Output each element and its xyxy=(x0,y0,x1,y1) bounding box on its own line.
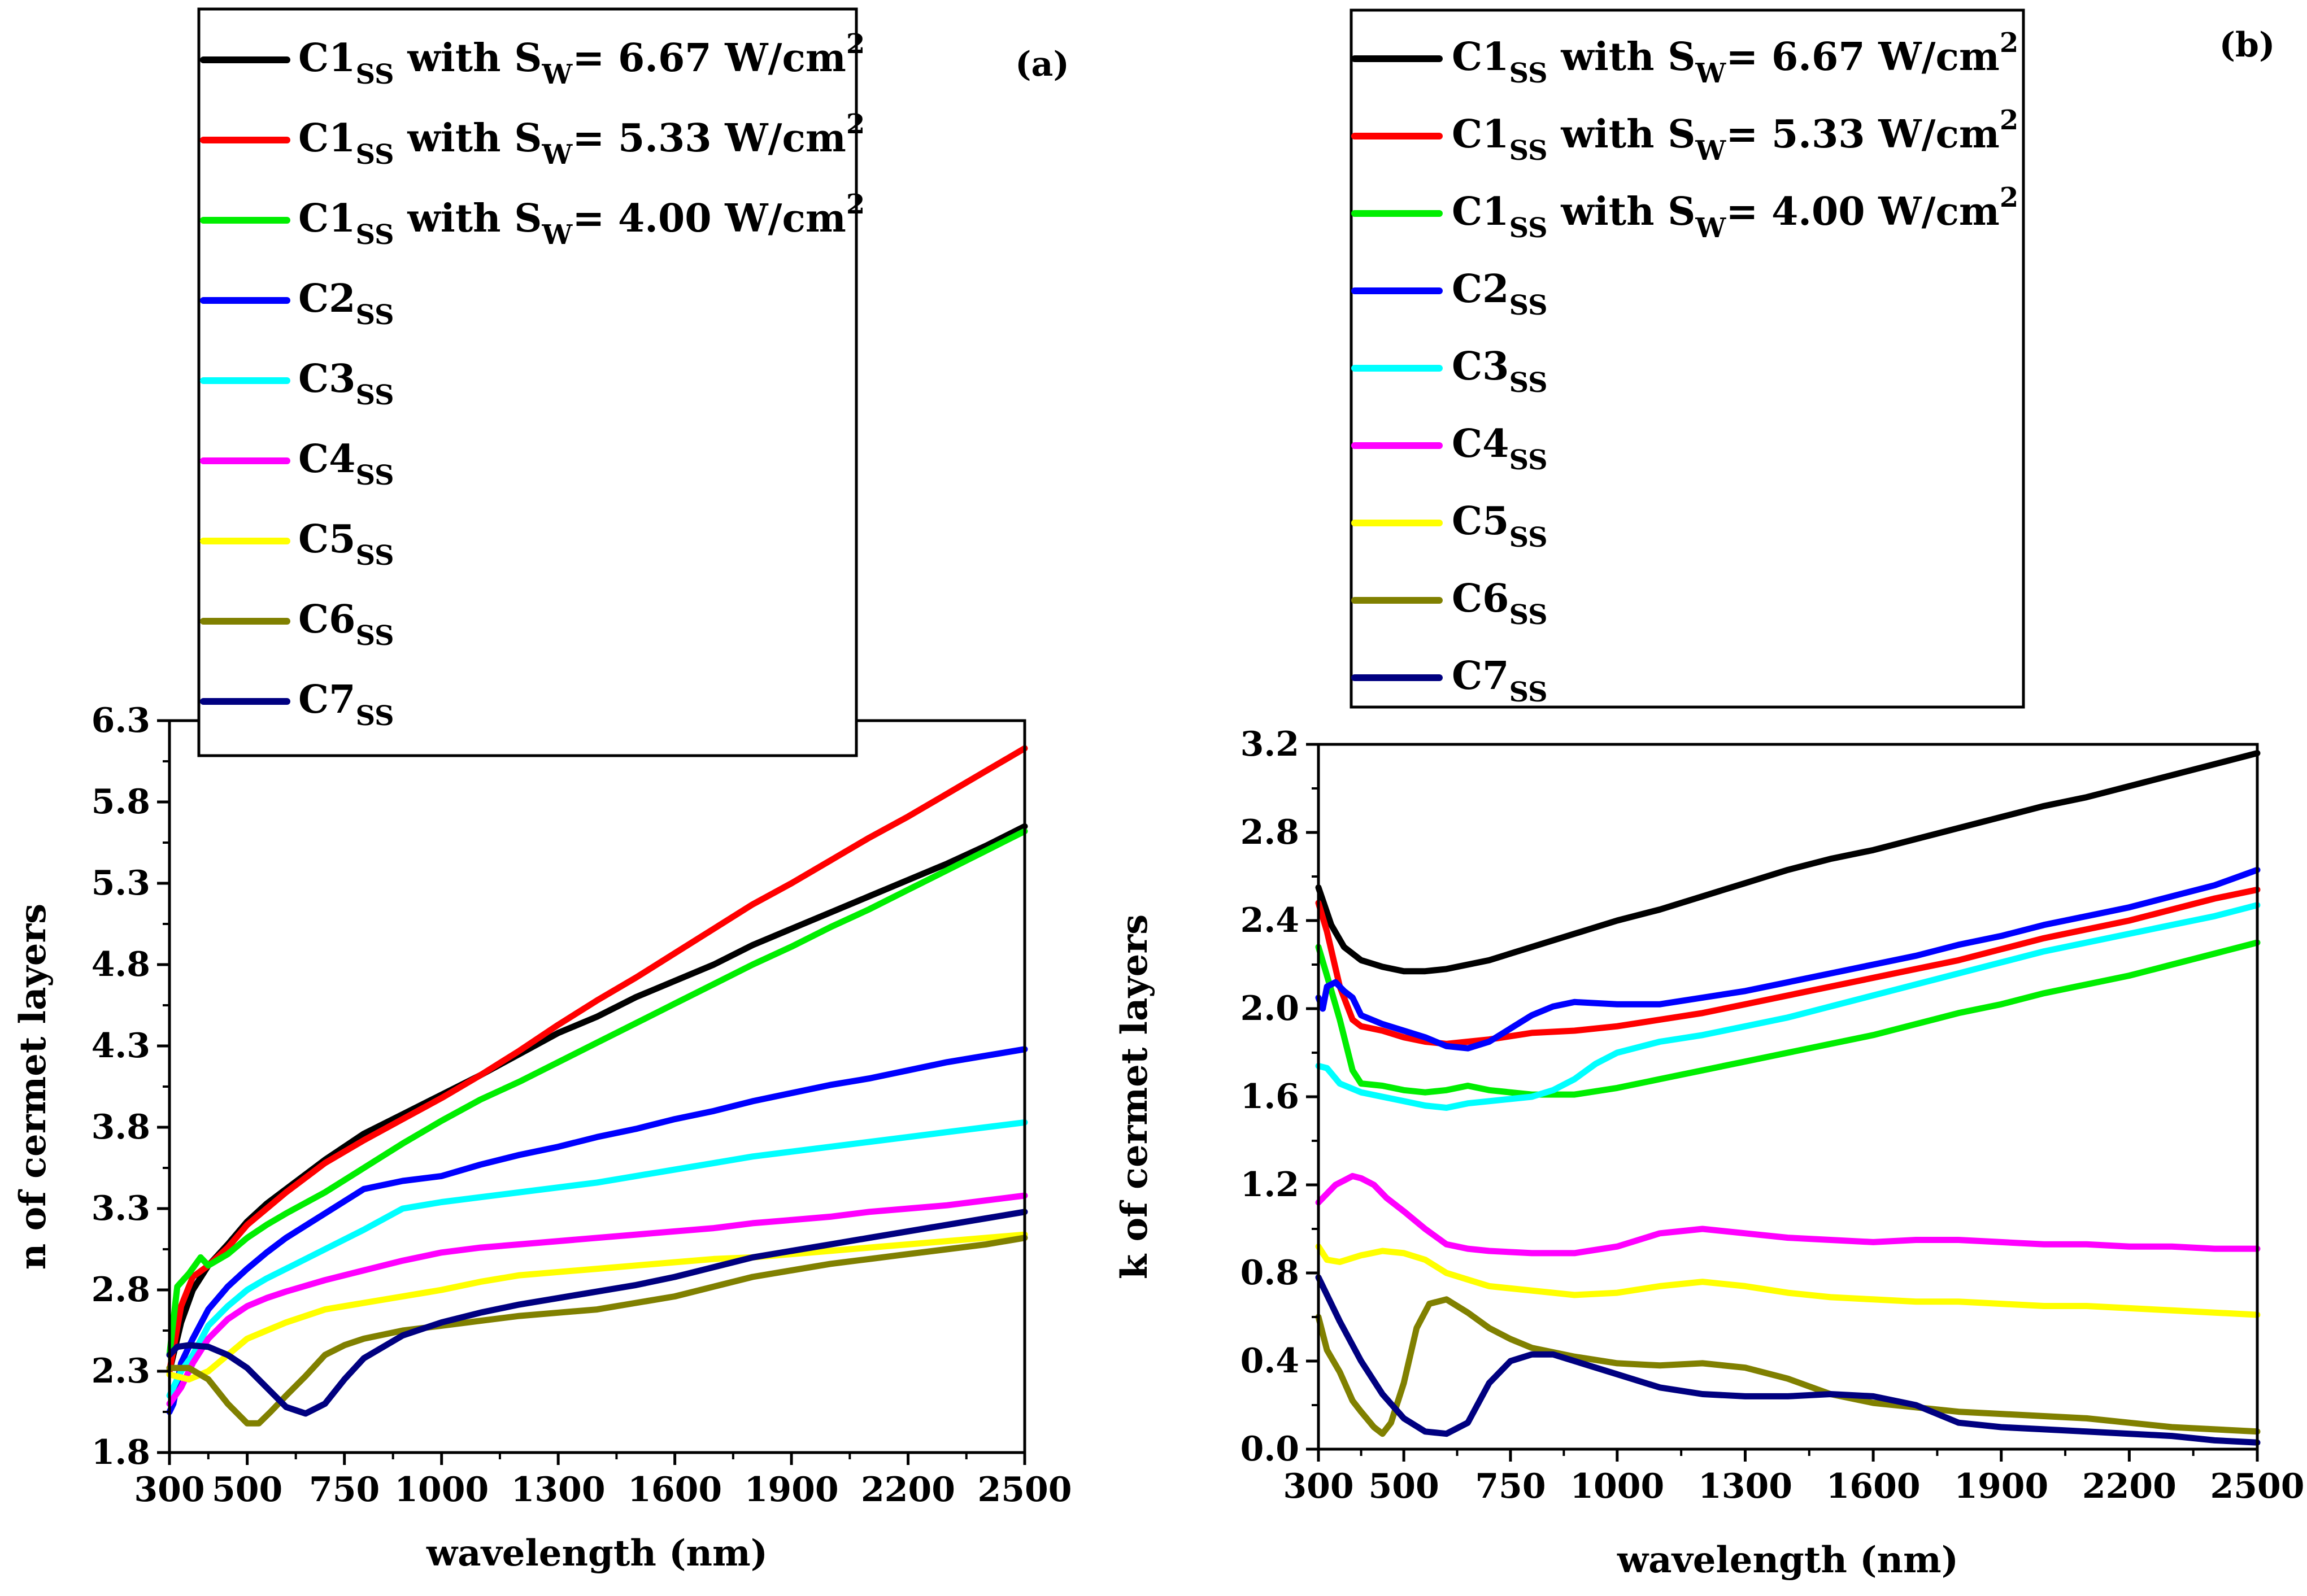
series-line-b-3 xyxy=(1315,939,2261,1098)
legend-label-a-9: C7SS xyxy=(298,677,394,732)
series-line-b-1 xyxy=(1315,750,2261,975)
x-tick-label-b-4: 1300 xyxy=(1698,1467,1792,1506)
y-tick-label-a-6: 4.8 xyxy=(92,945,150,984)
y-tick-label-a-0: 1.8 xyxy=(92,1433,150,1472)
series-line-b-2 xyxy=(1315,886,2261,1047)
series-line-a-8 xyxy=(166,1235,1028,1427)
legend-label-a-2: C1SS with SW= 5.33 W/cm2 xyxy=(298,108,865,171)
series-line-a-4 xyxy=(166,1046,1028,1415)
x-tick-label-a-7: 2200 xyxy=(861,1470,955,1510)
series-line-a-5 xyxy=(166,1119,1028,1399)
series-line-b-7 xyxy=(1315,1243,2261,1318)
tick-group-a: 300 500 750 1000 1300 1600 1900 2200 2500 1.8 2.3 2… xyxy=(92,701,1072,1510)
series-line-b-8 xyxy=(1315,1296,2261,1437)
x-tick-label-a-1: 500 xyxy=(212,1470,282,1510)
x-tick-label-b-7: 2200 xyxy=(2082,1467,2177,1506)
series-line-a-3 xyxy=(166,828,1028,1358)
x-tick-label-b-1: 500 xyxy=(1368,1467,1439,1506)
legend-label-b-5: C3SS xyxy=(1452,344,1548,399)
x-tick-label-a-8: 2500 xyxy=(978,1470,1072,1510)
legend-label-a-5: C3SS xyxy=(298,356,394,411)
legend-label-a-3: C1SS with SW= 4.00 W/cm2 xyxy=(298,189,865,251)
y-tick-label-a-5: 4.3 xyxy=(92,1026,150,1066)
x-tick-label-b-2: 750 xyxy=(1475,1467,1546,1506)
series-group-a xyxy=(166,745,1028,1427)
legend-label-b-8: C6SS xyxy=(1452,576,1548,631)
x-tick-label-b-6: 1900 xyxy=(1954,1467,2048,1506)
x-axis-title-a: wavelength (nm) xyxy=(426,1532,768,1575)
plot-area-frame-a xyxy=(168,719,1026,1454)
legend-a: C1SS with SW= 6.67 W/cm2 C1SS with SW= 5.… xyxy=(200,28,865,732)
tick-group-b: 300 500 750 1000 1300 1600 1900 2200 2500 0.0 0.4 0… xyxy=(1240,725,2305,1506)
series-line-b-9 xyxy=(1315,1274,2261,1446)
series-group-b xyxy=(1315,750,2261,1446)
y-axis-title-b: k of cermet layers xyxy=(1113,914,1156,1279)
y-tick-label-b-2: 0.8 xyxy=(1240,1253,1299,1293)
legend-label-b-3: C1SS with SW= 4.00 W/cm2 xyxy=(1452,182,2018,244)
legend-label-b-2: C1SS with SW= 5.33 W/cm2 xyxy=(1452,104,2018,167)
chart-panel-b: 300 500 750 1000 1300 1600 1900 2200 2500 0.0 0.4 0… xyxy=(1113,8,2305,1581)
legend-label-b-6: C4SS xyxy=(1452,421,1548,476)
legend-label-a-6: C4SS xyxy=(298,437,394,491)
series-line-b-5 xyxy=(1315,902,2261,1111)
legend-b: C1SS with SW= 6.67 W/cm2 C1SS with SW= 5.… xyxy=(1351,27,2018,708)
legend-label-b-1: C1SS with SW= 6.67 W/cm2 xyxy=(1452,27,2018,89)
y-tick-label-a-3: 3.3 xyxy=(92,1189,150,1228)
x-tick-label-a-6: 1900 xyxy=(745,1470,839,1510)
x-tick-label-a-5: 1600 xyxy=(628,1470,722,1510)
legend-box-b xyxy=(1350,8,2025,709)
panel-label-b: (b) xyxy=(2219,25,2275,65)
y-tick-label-a-1: 2.3 xyxy=(92,1351,150,1391)
y-tick-label-b-6: 2.4 xyxy=(1240,901,1299,940)
series-line-b-6 xyxy=(1315,1172,2261,1257)
series-line-b-4 xyxy=(1315,866,2261,1052)
x-tick-label-a-2: 750 xyxy=(309,1470,380,1510)
y-tick-label-a-2: 2.8 xyxy=(92,1270,150,1310)
x-tick-label-b-8: 2500 xyxy=(2210,1467,2305,1506)
series-line-a-6 xyxy=(166,1192,1028,1407)
y-tick-label-b-5: 2.0 xyxy=(1240,989,1299,1028)
y-tick-label-b-1: 0.4 xyxy=(1240,1341,1299,1381)
plot-area-frame-b xyxy=(1317,743,2259,1451)
series-line-a-2 xyxy=(166,745,1028,1375)
x-tick-label-a-0: 300 xyxy=(134,1470,204,1510)
legend-label-b-4: C2SS xyxy=(1452,267,1548,321)
legend-label-a-8: C6SS xyxy=(298,597,394,652)
y-tick-label-a-9: 6.3 xyxy=(92,701,150,740)
x-tick-label-b-5: 1600 xyxy=(1826,1467,1921,1506)
legend-label-b-9: C7SS xyxy=(1452,653,1548,708)
chart-panel-a: 300 500 750 1000 1300 1600 1900 2200 2500 1.8 2.3 2… xyxy=(12,7,1072,1575)
y-tick-label-a-8: 5.8 xyxy=(92,782,150,822)
y-tick-label-b-3: 1.2 xyxy=(1240,1165,1299,1205)
x-tick-label-a-4: 1300 xyxy=(511,1470,606,1510)
series-line-a-9 xyxy=(166,1209,1028,1417)
y-tick-label-a-7: 5.3 xyxy=(92,864,150,903)
legend-label-a-1: C1SS with SW= 6.67 W/cm2 xyxy=(298,28,865,90)
y-tick-label-b-7: 2.8 xyxy=(1240,813,1299,852)
panel-label-a: (a) xyxy=(1015,45,1069,84)
x-tick-label-a-3: 1000 xyxy=(394,1470,489,1510)
legend-label-a-4: C2SS xyxy=(298,276,394,331)
legend-label-b-7: C5SS xyxy=(1452,499,1548,553)
legend-box-a xyxy=(197,7,858,757)
legend-label-a-7: C5SS xyxy=(298,517,394,572)
x-tick-label-b-3: 1000 xyxy=(1570,1467,1664,1506)
y-tick-label-a-4: 3.8 xyxy=(92,1107,150,1147)
x-axis-title-b: wavelength (nm) xyxy=(1617,1539,1958,1581)
series-line-a-7 xyxy=(166,1231,1028,1383)
y-tick-label-b-4: 1.6 xyxy=(1240,1077,1299,1117)
y-axis-title-a: n of cermet layers xyxy=(12,904,54,1270)
x-tick-label-b-0: 300 xyxy=(1283,1467,1353,1506)
y-tick-label-b-8: 3.2 xyxy=(1240,725,1299,764)
y-tick-label-b-0: 0.0 xyxy=(1240,1429,1299,1469)
